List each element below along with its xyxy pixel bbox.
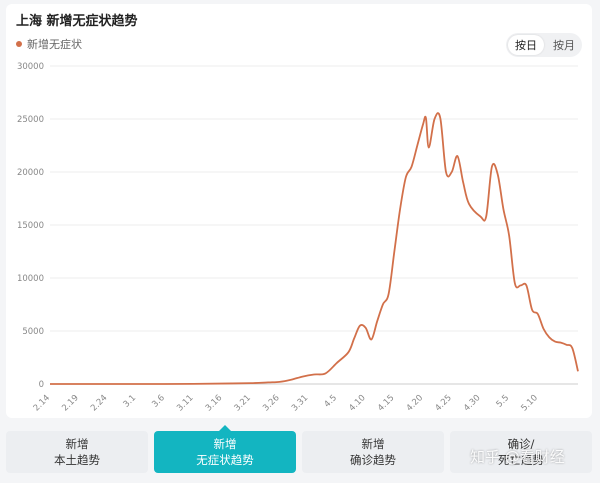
tab-line1: 新增 [361,437,385,451]
tab-line2: 死亡趋势 [498,453,544,467]
x-tick-label: 3.6 [150,393,167,410]
tab-confirmed-trend[interactable]: 新增 确诊趋势 [302,431,444,473]
trend-tabs: 新增 本土趋势 新增 无症状趋势 新增 确诊趋势 确诊/ 死亡趋势 [6,425,592,473]
chart-card: 上海 新增无症状趋势 新增无症状 按日 按月 0 5000 10000 15000 20… [6,4,592,418]
chart-title: 上海 新增无症状趋势 [16,14,138,29]
x-tick-label: 2.14 [32,393,52,413]
legend-dot-icon [16,41,22,47]
x-tick-label: 5.5 [495,393,512,410]
legend[interactable]: 新增无症状 [16,36,82,52]
tab-death-trend[interactable]: 确诊/ 死亡趋势 [450,431,592,473]
tab-asymptomatic-trend[interactable]: 新增 无症状趋势 [154,425,296,473]
tab-line1: 确诊/ [507,437,535,451]
x-tick-label: 3.26 [261,393,281,413]
y-tick-label: 25000 [17,115,44,125]
y-tick-label: 20000 [17,168,44,178]
series-line [49,112,579,385]
x-tick-label: 3.1 [122,393,139,410]
toggle-monthly[interactable]: 按月 [553,39,575,52]
x-tick-label: 5.10 [519,393,539,413]
line-chart: 0 5000 10000 15000 20000 25000 30000 2.14 2.19 2.… [17,62,579,414]
x-tick-label: 2.19 [60,393,80,413]
y-tick-label: 0 [39,380,44,390]
x-tick-label: 3.11 [175,393,195,413]
x-tick-label: 3.16 [204,393,224,413]
tab-line2: 确诊趋势 [350,453,396,467]
tab-line2: 本土趋势 [54,453,100,467]
x-tick-label: 2.24 [89,393,109,413]
tab-line1: 新增 [65,437,89,451]
y-tick-label: 30000 [17,62,44,72]
tab-local-trend[interactable]: 新增 本土趋势 [6,431,148,473]
watermark: 知乎 @看财经 [470,448,565,466]
x-tick-label: 4.5 [322,393,339,410]
y-tick-label: 5000 [22,327,44,337]
x-tick-label: 3.31 [290,393,310,413]
x-tick-label: 4.15 [376,393,396,413]
x-tick-label: 4.20 [405,393,425,413]
x-tick-label: 4.30 [462,393,482,413]
tab-line2: 无症状趋势 [196,453,254,467]
x-tick-label: 4.10 [347,393,367,413]
tab-line1: 新增 [213,437,237,451]
x-tick-label: 4.25 [433,393,453,413]
y-tick-label: 10000 [17,274,44,284]
period-toggle: 按日 按月 [506,33,582,57]
y-tick-label: 15000 [17,221,44,231]
toggle-daily[interactable]: 按日 [508,35,544,55]
legend-label: 新增无症状 [27,38,82,51]
x-tick-label: 3.21 [233,393,253,413]
